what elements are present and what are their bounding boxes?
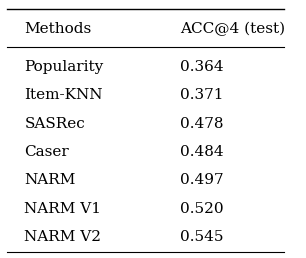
Text: SASRec: SASRec	[24, 117, 85, 131]
Text: 0.371: 0.371	[180, 88, 224, 102]
Text: Caser: Caser	[24, 145, 69, 159]
Text: Popularity: Popularity	[24, 60, 104, 74]
Text: NARM V2: NARM V2	[24, 230, 102, 244]
Text: 0.520: 0.520	[180, 202, 224, 216]
Text: NARM V1: NARM V1	[24, 202, 102, 216]
Text: 0.478: 0.478	[180, 117, 224, 131]
Text: ACC@4 (test): ACC@4 (test)	[180, 22, 285, 37]
Text: NARM: NARM	[24, 173, 76, 187]
Text: Methods: Methods	[24, 22, 92, 36]
Text: 0.497: 0.497	[180, 173, 224, 187]
Text: Item-KNN: Item-KNN	[24, 88, 103, 102]
Text: 0.484: 0.484	[180, 145, 224, 159]
Text: 0.545: 0.545	[180, 230, 224, 244]
Text: 0.364: 0.364	[180, 60, 224, 74]
